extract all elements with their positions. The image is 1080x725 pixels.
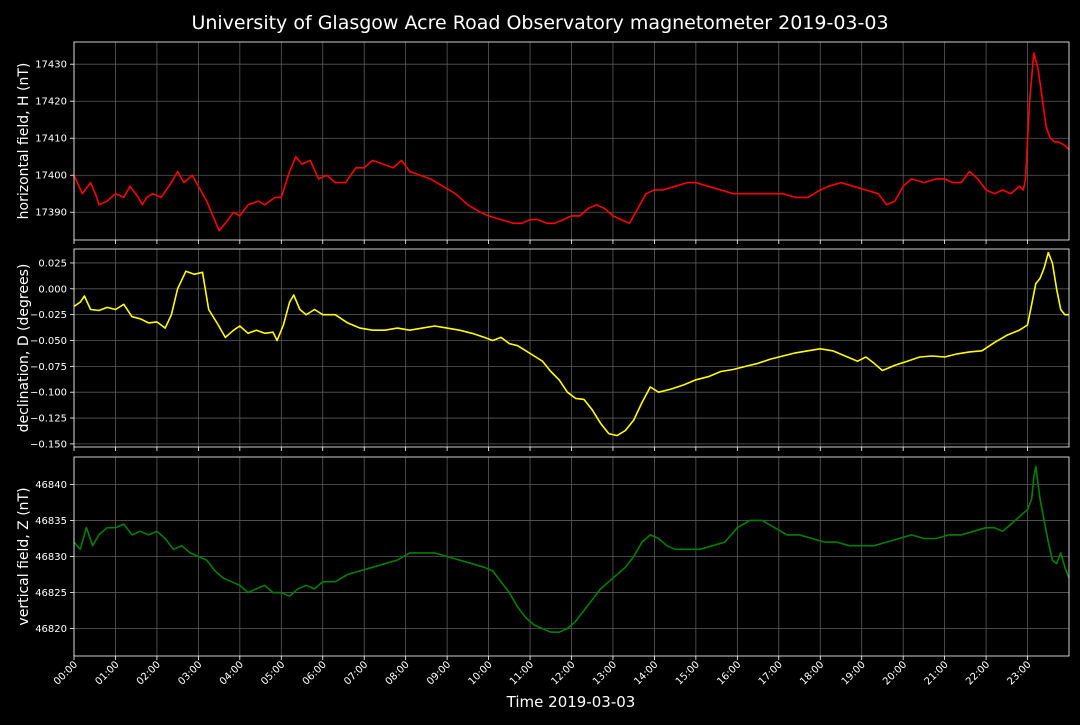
x-tick-label: 03:00 xyxy=(176,659,204,687)
x-tick-label: 06:00 xyxy=(301,659,329,687)
x-tick-label: 01:00 xyxy=(93,659,121,687)
panel-declination: −0.150 −0.125 −0.100 −0.075 −0.050 −0.025 0.00… xyxy=(16,248,1070,451)
y-axis-label-h: horizontal field, H (nT) xyxy=(16,63,32,220)
y-tick-label-h: 17430 xyxy=(35,60,67,71)
x-tick-label: 13:00 xyxy=(591,659,619,687)
x-tick-label: 16:00 xyxy=(715,659,743,687)
y-tick-label-z: 46825 xyxy=(35,588,67,599)
x-tick-label: 17:00 xyxy=(757,659,785,687)
y-axis-label-d: declination, D (degrees) xyxy=(16,264,32,433)
x-tick-label: 04:00 xyxy=(218,659,246,687)
x-tick-label: 05:00 xyxy=(259,659,287,687)
x-tick-label: 21:00 xyxy=(923,659,951,687)
y-tick-label-d: −0.050 xyxy=(30,336,67,347)
x-tick-label: 08:00 xyxy=(384,659,412,687)
x-tick-label: 15:00 xyxy=(674,659,702,687)
y-tick-label-z: 46835 xyxy=(35,516,67,527)
axes-frame-h xyxy=(73,41,1070,241)
y-tick-label-d: 0.025 xyxy=(38,258,67,269)
y-tick-label-h: 17420 xyxy=(35,97,67,108)
y-tick-label-z: 46840 xyxy=(35,480,67,491)
x-tick-label: 00:00 xyxy=(52,659,80,687)
x-axis-label: Time 2019-03-03 xyxy=(506,693,636,711)
y-tick-label-d: −0.100 xyxy=(30,388,67,399)
y-tick-label-d: −0.025 xyxy=(30,310,67,321)
x-tick-label: 22:00 xyxy=(964,659,992,687)
x-tick-label: 02:00 xyxy=(135,659,163,687)
x-tick-label: 20:00 xyxy=(881,659,909,687)
x-tick-label: 23:00 xyxy=(1006,659,1034,687)
y-tick-label-d: 0.000 xyxy=(38,284,67,295)
x-tick-label: 19:00 xyxy=(840,659,868,687)
y-axis-label-z: vertical field, Z (nT) xyxy=(16,487,32,625)
y-tick-label-h: 17410 xyxy=(35,134,67,145)
axes-frame-d xyxy=(73,248,1070,448)
chart-title: University of Glasgow Acre Road Observat… xyxy=(191,12,888,34)
x-tick-label: 09:00 xyxy=(425,659,453,687)
x-tick-label: 10:00 xyxy=(467,659,495,687)
series-line-z xyxy=(73,465,1070,634)
y-tick-label-d: −0.150 xyxy=(30,439,67,450)
x-tick-label: 14:00 xyxy=(632,659,660,687)
x-tick-label: 07:00 xyxy=(342,659,370,687)
x-tick-label: 18:00 xyxy=(798,659,826,687)
time-axis: 00:00 01:00 02:00 03:00 04:00 05:00 06:00 07:00… xyxy=(52,659,1034,687)
y-tick-label-d: −0.125 xyxy=(30,414,67,425)
y-tick-label-h: 17390 xyxy=(35,208,67,219)
axes-frame-z xyxy=(73,456,1070,657)
y-tick-label-z: 46830 xyxy=(35,552,67,563)
x-tick-label: 12:00 xyxy=(549,659,577,687)
x-tick-label: 11:00 xyxy=(508,659,536,687)
y-tick-label-h: 17400 xyxy=(35,171,67,182)
series-line-h xyxy=(73,52,1070,232)
series-line-d xyxy=(73,251,1069,437)
y-tick-label-d: −0.075 xyxy=(30,362,67,373)
y-tick-label-z: 46820 xyxy=(35,624,67,635)
